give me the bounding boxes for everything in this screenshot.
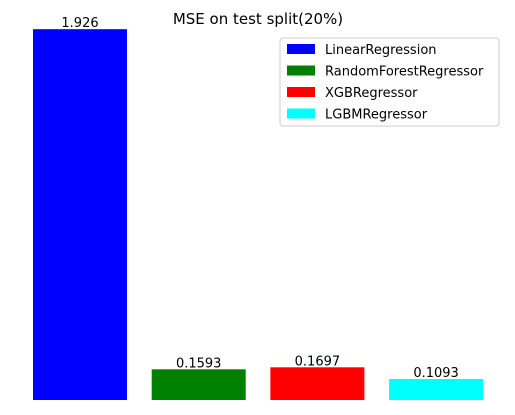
legend-swatch-LinearRegression: [287, 44, 315, 54]
bar-LGBMRegressor: [389, 379, 484, 400]
legend-label-LGBMRegressor: LGBMRegressor: [325, 108, 428, 123]
value-label-RandomForestRegressor: 0.1593: [176, 356, 222, 371]
legend-frame: [279, 37, 500, 127]
value-labels-layer: 1.926 0.1593 0.1697 0.1093: [61, 16, 458, 381]
legend: LinearRegression RandomForestRegressor XGB…: [279, 37, 500, 127]
bars-layer: [33, 29, 484, 400]
value-label-LGBMRegressor: 0.1093: [413, 366, 459, 381]
legend-entries: LinearRegression RandomForestRegressor XGB…: [287, 43, 484, 123]
bar-RandomForestRegressor: [151, 369, 246, 400]
legend-label-RandomForestRegressor: RandomForestRegressor: [325, 65, 484, 80]
legend-label-LinearRegression: LinearRegression: [325, 43, 437, 58]
bar-XGBRegressor: [270, 367, 365, 400]
chart-title: MSE on test split(20%): [173, 10, 343, 28]
value-label-XGBRegressor: 0.1697: [295, 354, 341, 369]
bar-LinearRegression: [33, 29, 127, 400]
legend-label-XGBRegressor: XGBRegressor: [325, 86, 418, 101]
legend-swatch-LGBMRegressor: [287, 108, 315, 119]
legend-swatch-XGBRegressor: [287, 87, 315, 97]
value-label-LinearRegression: 1.926: [61, 16, 98, 31]
legend-swatch-RandomForestRegressor: [287, 65, 315, 76]
